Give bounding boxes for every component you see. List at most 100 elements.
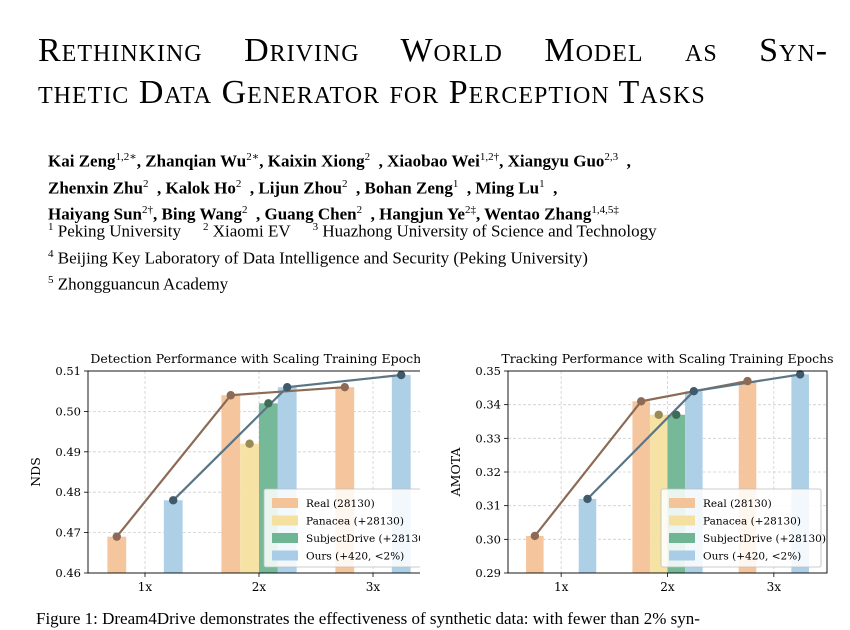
author-separator: , <box>370 151 388 171</box>
author-name: Xiaobao Wei <box>387 151 480 171</box>
author-name: Ming Lu <box>475 178 540 198</box>
legend-swatch <box>272 550 298 561</box>
legend-label: Panacea (+28130) <box>703 516 801 528</box>
author-name: Lijun Zhou <box>258 178 342 198</box>
y-axis-label: AMOTA <box>448 447 463 498</box>
author-affiliation-mark: 2 <box>242 204 248 217</box>
figure-caption: Figure 1: Dream4Drive demonstrates the e… <box>36 609 700 628</box>
affiliation-number: 2 <box>203 221 209 233</box>
title-word: Driving <box>244 32 360 69</box>
author-name: Zhenxin Zhu <box>48 178 143 198</box>
bar <box>632 401 650 573</box>
data-point <box>654 410 663 419</box>
author-separator: , <box>362 204 380 224</box>
x-tick-label: 3x <box>366 580 381 594</box>
affiliation-line: 5 Zhongguancun Academy <box>48 269 828 296</box>
legend-swatch <box>272 498 298 508</box>
affiliation-list: 1 Peking University 2 Xiaomi EV 3 Huazhong… <box>48 216 828 296</box>
affiliation-line: 1 Peking University 2 Xiaomi EV 3 Huazhong… <box>48 216 828 243</box>
author-name: Zhanqian Wu <box>145 151 247 171</box>
data-point <box>112 532 121 541</box>
data-point <box>283 382 292 392</box>
affiliation-line: 4 Beijing Key Laboratory of Data Intelli… <box>48 243 828 270</box>
bar <box>526 535 544 573</box>
author-affiliation-mark: 2 <box>142 177 149 190</box>
author-affiliation-mark: 1,2∗ <box>115 151 137 163</box>
title-line-2: thetic Data Generator for Perception Tas… <box>38 74 706 111</box>
x-tick-label: 2x <box>660 580 675 594</box>
legend-label: Real (28130) <box>306 498 375 510</box>
chart-title: Tracking Performance with Scaling Traini… <box>501 351 833 366</box>
author-separator: , <box>544 178 558 198</box>
bar <box>107 536 127 573</box>
data-point <box>340 382 349 392</box>
data-point <box>583 494 592 504</box>
affiliation-name: Peking University <box>53 221 181 241</box>
author-name: Wentao Zhang <box>484 204 592 224</box>
x-tick-label: 3x <box>767 580 782 594</box>
affiliation-number: 3 <box>312 221 319 233</box>
legend-box <box>660 488 822 568</box>
author-separator: , <box>247 204 265 224</box>
legend-label: Panacea (+28130) <box>306 516 404 528</box>
legend-swatch <box>669 515 695 526</box>
y-axis-label: NDS <box>28 457 43 487</box>
y-tick-label: 0.35 <box>475 364 501 378</box>
y-tick-label: 0.34 <box>475 398 501 412</box>
chart-svg: Detection Performance with Scaling Train… <box>28 351 431 594</box>
author-line: Zhenxin Zhu2 , Kalok Ho2 , Lijun Zhou2 ,… <box>48 173 808 200</box>
x-tick-label: 1x <box>554 580 569 594</box>
author-line: Kai Zeng1,2∗, Zhanqian Wu2∗, Kaixin Xion… <box>48 146 808 173</box>
y-tick-label: 0.32 <box>475 465 501 479</box>
data-point <box>636 397 646 406</box>
data-point <box>397 370 406 380</box>
title-word: as <box>685 32 718 69</box>
legend-swatch <box>669 533 695 543</box>
data-point <box>743 376 752 386</box>
y-tick-label: 0.47 <box>55 526 81 540</box>
author-affiliation-mark: 2 <box>364 151 371 163</box>
author-name: Xiangyu Guo <box>507 151 605 171</box>
legend-swatch <box>669 550 695 561</box>
affiliation-number: 5 <box>48 274 54 287</box>
bar <box>578 498 597 573</box>
data-point <box>672 410 681 419</box>
chart-title: Detection Performance with Scaling Train… <box>90 351 420 366</box>
author-separator: , <box>259 151 268 171</box>
y-tick-label: 0.30 <box>475 532 501 546</box>
bar <box>221 395 241 573</box>
y-tick-label: 0.48 <box>55 485 81 499</box>
author-affiliation-mark: 1,2† <box>479 151 500 163</box>
bar <box>163 500 183 573</box>
data-point <box>530 531 540 541</box>
author-affiliation-mark: 2 <box>342 177 348 190</box>
chart-svg: Tracking Performance with Scaling Traini… <box>448 351 834 594</box>
data-point <box>169 496 178 505</box>
y-tick-label: 0.50 <box>55 404 81 418</box>
author-name: Kaixin Xiong <box>267 151 365 171</box>
paper-title: Rethinking Driving World Model as Syn- t… <box>38 30 828 114</box>
author-name: Haiyang Sun <box>48 204 143 224</box>
author-separator: , <box>241 178 259 198</box>
author-name: Bohan Zeng <box>364 178 453 198</box>
author-list: Kai Zeng1,2∗, Zhanqian Wu2∗, Kaixin Xion… <box>48 146 808 226</box>
tracking-chart: Tracking Performance with Scaling Traini… <box>420 346 840 596</box>
y-tick-label: 0.29 <box>475 566 501 580</box>
bar <box>240 443 259 573</box>
data-point <box>689 387 699 396</box>
title-word: Syn- <box>759 32 829 69</box>
author-name: Hangjun Ye <box>379 204 465 224</box>
data-point <box>226 391 235 400</box>
affiliation-name: Xiaomi EV <box>208 221 291 241</box>
legend-label: SubjectDrive (+28130) <box>703 533 826 545</box>
x-tick-label: 1x <box>138 580 153 594</box>
author-name: Guang Chen <box>264 204 357 224</box>
affiliation-name: Zhongguancun Academy <box>53 274 229 294</box>
author-separator: , <box>136 151 146 171</box>
author-separator: , <box>475 204 485 224</box>
author-affiliation-mark: 2‡ <box>464 204 476 217</box>
y-tick-label: 0.49 <box>55 445 81 459</box>
author-affiliation-mark: 1 <box>539 177 545 190</box>
author-affiliation-mark: 2 <box>356 204 363 217</box>
author-separator: , <box>618 151 631 171</box>
